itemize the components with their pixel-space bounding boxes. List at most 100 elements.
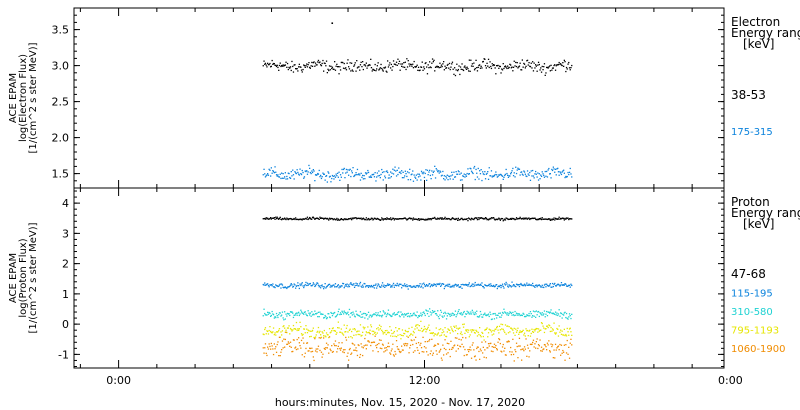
data-point [388, 174, 390, 176]
data-point [406, 345, 408, 347]
data-point [351, 170, 353, 172]
data-point [264, 347, 266, 349]
data-point [405, 330, 407, 333]
data-point [273, 63, 275, 65]
data-point [482, 316, 484, 318]
data-point [379, 219, 381, 221]
data-point [406, 219, 408, 221]
data-point [285, 61, 287, 63]
data-point [395, 336, 398, 338]
data-point [342, 67, 345, 69]
data-point [406, 285, 409, 288]
data-point [387, 345, 389, 348]
data-point [395, 218, 397, 220]
data-point [437, 343, 440, 345]
data-point [368, 176, 370, 178]
data-point [427, 64, 429, 66]
data-point [376, 347, 378, 349]
data-point [314, 350, 317, 352]
data-point [532, 61, 534, 63]
data-point [526, 314, 528, 316]
data-point [286, 315, 288, 317]
data-point [521, 284, 523, 286]
data-point [378, 314, 380, 316]
data-point [444, 327, 446, 329]
data-point [487, 65, 489, 67]
data-point [320, 217, 322, 219]
data-point [493, 313, 495, 315]
data-point [307, 64, 309, 66]
data-point [304, 311, 306, 313]
data-point [394, 350, 396, 353]
data-point [320, 336, 323, 338]
data-point [323, 288, 325, 290]
data-point [284, 311, 286, 313]
data-point [561, 330, 563, 332]
data-point [532, 331, 535, 333]
data-point [467, 349, 469, 351]
data-point [421, 283, 423, 285]
data-point [429, 308, 431, 310]
data-point [405, 173, 407, 175]
data-point [565, 218, 567, 220]
data-point [374, 284, 376, 286]
data-point [564, 61, 566, 63]
data-point [276, 175, 278, 177]
data-point [420, 66, 423, 68]
data-point [551, 69, 553, 71]
data-point [308, 283, 310, 285]
data-point [396, 282, 398, 285]
data-point [309, 171, 311, 174]
data-point [484, 217, 487, 219]
data-point [314, 285, 317, 287]
data-point [496, 349, 498, 351]
data-point [420, 286, 422, 288]
data-point [416, 179, 418, 181]
data-point [392, 282, 395, 285]
data-point [527, 347, 529, 349]
data-point [273, 217, 275, 219]
data-point [443, 354, 445, 356]
data-point [402, 218, 404, 220]
data-point [370, 326, 373, 328]
data-point [379, 177, 381, 179]
data-point [457, 312, 459, 314]
data-point [348, 349, 351, 351]
data-point [528, 356, 530, 358]
data-point [267, 173, 269, 175]
data-point [357, 333, 359, 336]
data-point [479, 217, 481, 219]
data-point [326, 72, 328, 74]
data-point [445, 284, 448, 286]
data-point [557, 171, 560, 173]
data-point [457, 219, 459, 221]
data-point [401, 177, 404, 179]
data-point [496, 218, 498, 221]
data-point [571, 313, 573, 315]
data-point [565, 283, 567, 285]
data-point [317, 61, 319, 63]
data-point [379, 347, 381, 349]
data-point [355, 70, 357, 72]
data-point [440, 217, 442, 219]
data-point [508, 340, 510, 343]
data-point [332, 313, 334, 315]
data-point [291, 311, 293, 313]
data-point [335, 219, 337, 221]
data-point [453, 314, 455, 316]
data-point [538, 173, 540, 175]
data-point [447, 63, 449, 66]
data-point [521, 314, 523, 317]
data-point [405, 218, 407, 220]
data-point [431, 218, 433, 220]
data-point [298, 337, 300, 339]
data-point [295, 172, 298, 175]
data-point [451, 171, 453, 173]
data-point [551, 328, 554, 330]
data-point [287, 218, 289, 221]
data-point [356, 174, 358, 176]
data-point [267, 330, 269, 333]
data-point [487, 332, 490, 334]
data-point [538, 63, 540, 66]
data-point [326, 334, 328, 336]
